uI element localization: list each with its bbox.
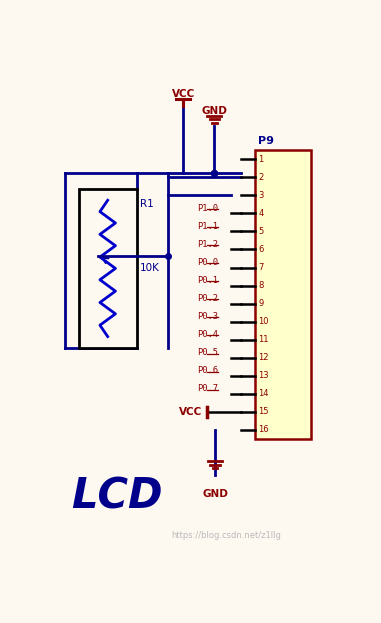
Text: P0.6: P0.6 xyxy=(197,366,218,375)
Text: P0.7: P0.7 xyxy=(197,384,218,393)
Text: VCC: VCC xyxy=(179,407,203,417)
Text: 10K: 10K xyxy=(140,264,160,273)
Text: 4: 4 xyxy=(258,209,264,218)
Bar xyxy=(255,150,311,439)
Text: 1: 1 xyxy=(258,155,264,164)
Text: P1.1: P1.1 xyxy=(197,222,218,231)
Text: 14: 14 xyxy=(258,389,269,398)
Text: P9: P9 xyxy=(258,136,274,146)
Bar xyxy=(78,189,137,348)
Text: 2: 2 xyxy=(258,173,264,182)
Text: P0.5: P0.5 xyxy=(197,348,218,357)
Text: 5: 5 xyxy=(258,227,264,236)
Text: 8: 8 xyxy=(258,281,264,290)
Text: P1.2: P1.2 xyxy=(197,240,218,249)
Text: P0.4: P0.4 xyxy=(197,330,218,339)
Text: P0.3: P0.3 xyxy=(197,312,218,321)
Text: 3: 3 xyxy=(258,191,264,200)
Text: P1.0: P1.0 xyxy=(197,204,218,212)
Text: 6: 6 xyxy=(258,245,264,254)
Text: P0.2: P0.2 xyxy=(197,294,218,303)
Text: 9: 9 xyxy=(258,299,264,308)
Text: 13: 13 xyxy=(258,371,269,380)
Text: 10: 10 xyxy=(258,317,269,326)
Text: 15: 15 xyxy=(258,407,269,416)
Text: 16: 16 xyxy=(258,426,269,434)
Text: 11: 11 xyxy=(258,335,269,345)
Text: 7: 7 xyxy=(258,263,264,272)
Text: LCD: LCD xyxy=(71,476,162,518)
Text: R1: R1 xyxy=(140,199,154,209)
Text: P0.1: P0.1 xyxy=(197,276,218,285)
Text: GND: GND xyxy=(201,105,227,115)
Text: 12: 12 xyxy=(258,353,269,362)
Text: https://blog.csdn.net/z1llg: https://blog.csdn.net/z1llg xyxy=(171,531,281,540)
Text: VCC: VCC xyxy=(171,88,195,98)
Text: P0.0: P0.0 xyxy=(197,258,218,267)
Text: GND: GND xyxy=(202,489,228,499)
